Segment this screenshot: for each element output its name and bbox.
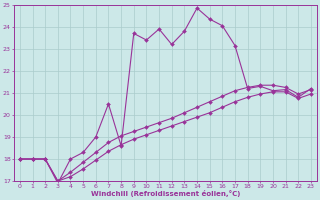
X-axis label: Windchill (Refroidissement éolien,°C): Windchill (Refroidissement éolien,°C): [91, 190, 240, 197]
